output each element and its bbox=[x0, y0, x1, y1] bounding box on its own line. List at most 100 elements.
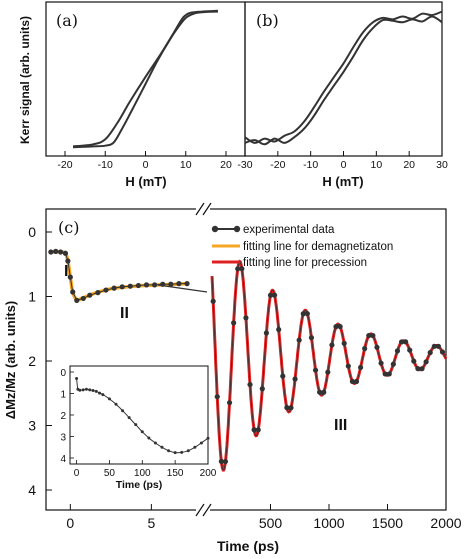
b-xtick-label: 10 bbox=[370, 159, 382, 171]
c-exp-point bbox=[235, 266, 241, 272]
c-ytick-label: 1 bbox=[28, 289, 36, 305]
inset-point bbox=[114, 402, 118, 406]
c-exp-point bbox=[304, 311, 310, 317]
region-label-III: III bbox=[334, 417, 347, 434]
inset-point bbox=[107, 397, 111, 401]
b-xtick-label: -10 bbox=[303, 159, 318, 171]
legend-label-demag: fitting line for demagnetizaton bbox=[243, 241, 393, 253]
c-exp-line-right bbox=[211, 261, 447, 471]
inset-xtick-label: 50 bbox=[104, 468, 116, 479]
inset-point bbox=[84, 387, 88, 391]
c-exp-point bbox=[337, 323, 343, 330]
connector-line bbox=[157, 284, 208, 293]
axis-break-bottom-gap bbox=[196, 505, 210, 515]
c-exp-point bbox=[439, 349, 446, 355]
c-exp-point bbox=[267, 292, 274, 298]
c-exp-point bbox=[435, 343, 441, 349]
c-exp-point bbox=[62, 250, 69, 256]
inset-point bbox=[101, 393, 105, 397]
c-exp-point bbox=[321, 389, 327, 395]
a-xtick-label: -20 bbox=[57, 159, 72, 171]
c-exp-point bbox=[135, 282, 141, 289]
inset-point bbox=[173, 451, 177, 455]
c-ytick-label: 2 bbox=[28, 353, 36, 369]
c-exp-point bbox=[271, 292, 278, 298]
c-exp-point bbox=[419, 366, 425, 372]
c-exp-point bbox=[288, 405, 294, 411]
panel-a: -20 -10 0 10 20 (a) H (mT) bbox=[45, 1, 246, 189]
c-exp-point bbox=[398, 339, 405, 345]
c-exp-point bbox=[67, 274, 73, 280]
c-exp-point bbox=[378, 360, 384, 366]
panel-c-frame bbox=[45, 208, 447, 511]
a-xtick-label: 0 bbox=[143, 159, 149, 171]
c-exp-point bbox=[74, 297, 80, 303]
inset-ytick-label: 1 bbox=[60, 390, 66, 401]
inset-point bbox=[75, 376, 79, 380]
c-exp-point bbox=[423, 359, 429, 365]
inset-frame bbox=[69, 365, 209, 465]
b-loop-branch-1 bbox=[244, 15, 443, 146]
inset-point bbox=[199, 441, 203, 445]
c-exp-point bbox=[312, 367, 319, 373]
inset-point bbox=[206, 436, 210, 440]
a-loop-branch-2 bbox=[72, 10, 218, 149]
c-exp-point bbox=[341, 340, 347, 346]
c-ytick-label: 0 bbox=[28, 224, 36, 240]
axis-break-mark-bottom-2 bbox=[202, 503, 212, 517]
c-xtick-left-label: 0 bbox=[66, 515, 74, 531]
c-exp-point bbox=[300, 311, 306, 317]
panel-a-curves bbox=[72, 9, 218, 149]
c-exp-point bbox=[390, 361, 396, 367]
panel-a-xlabel: H (mT) bbox=[125, 174, 166, 189]
c-exp-point bbox=[415, 366, 421, 372]
c-exp-point bbox=[394, 348, 401, 354]
inset-xtick-label: 200 bbox=[200, 468, 217, 479]
axis-break-mark-top-2 bbox=[202, 202, 212, 216]
axis-break-mark-bottom-1 bbox=[195, 503, 205, 517]
c-exp-point bbox=[353, 378, 360, 385]
inset-point bbox=[134, 423, 138, 427]
c-exp-point bbox=[292, 376, 298, 382]
inset-xtick-label: 100 bbox=[134, 468, 151, 479]
c-exp-point bbox=[329, 342, 335, 348]
inset-point bbox=[186, 449, 190, 453]
c-exp-point bbox=[325, 369, 331, 375]
c-exp-point bbox=[349, 378, 355, 385]
panel-b: -30 -20 -10 0 10 20 30 (b) H (mT) bbox=[237, 1, 448, 189]
c-exp-point bbox=[284, 405, 290, 411]
panel-b-label: (b) bbox=[256, 11, 279, 30]
legend-label-experimental: experimental data bbox=[243, 224, 335, 236]
inset-point bbox=[81, 388, 85, 392]
top-ylabel: Kerr signal (arb. units) bbox=[18, 16, 32, 144]
a-xtick-label: 10 bbox=[180, 159, 192, 171]
inset-ytick-label: 0 bbox=[60, 368, 66, 379]
a-loop-branch-1 bbox=[72, 9, 218, 148]
c-exp-point bbox=[168, 281, 174, 287]
axis-break-mark-top-1 bbox=[195, 202, 205, 216]
c-xtick-right-label: 2000 bbox=[430, 515, 461, 531]
inset-point bbox=[153, 441, 157, 445]
inset-point bbox=[98, 391, 102, 395]
c-xtick-right-label: 500 bbox=[259, 515, 283, 531]
c-exp-point bbox=[103, 287, 109, 293]
b-loop-branch-2 bbox=[244, 10, 443, 144]
a-xtick-label: -10 bbox=[98, 159, 113, 171]
legend: experimental data fitting line for demag… bbox=[211, 224, 393, 269]
c-exp-point bbox=[366, 333, 372, 339]
c-exp-point bbox=[403, 339, 409, 345]
panel-a-ticks: -20 -10 0 10 20 bbox=[57, 151, 232, 171]
a-xtick-label: 20 bbox=[220, 159, 232, 171]
c-exp-point bbox=[80, 295, 86, 302]
c-exp-point bbox=[247, 381, 253, 388]
inset-xtick-label: 0 bbox=[74, 468, 80, 479]
inset-point bbox=[91, 388, 95, 392]
c-exp-point bbox=[407, 347, 413, 353]
inset-point bbox=[127, 416, 131, 420]
panel-c-ylabel: ΔMz/Mz (arb. units) bbox=[3, 301, 18, 419]
c-exp-point bbox=[176, 281, 182, 287]
c-exp-point bbox=[226, 400, 233, 406]
